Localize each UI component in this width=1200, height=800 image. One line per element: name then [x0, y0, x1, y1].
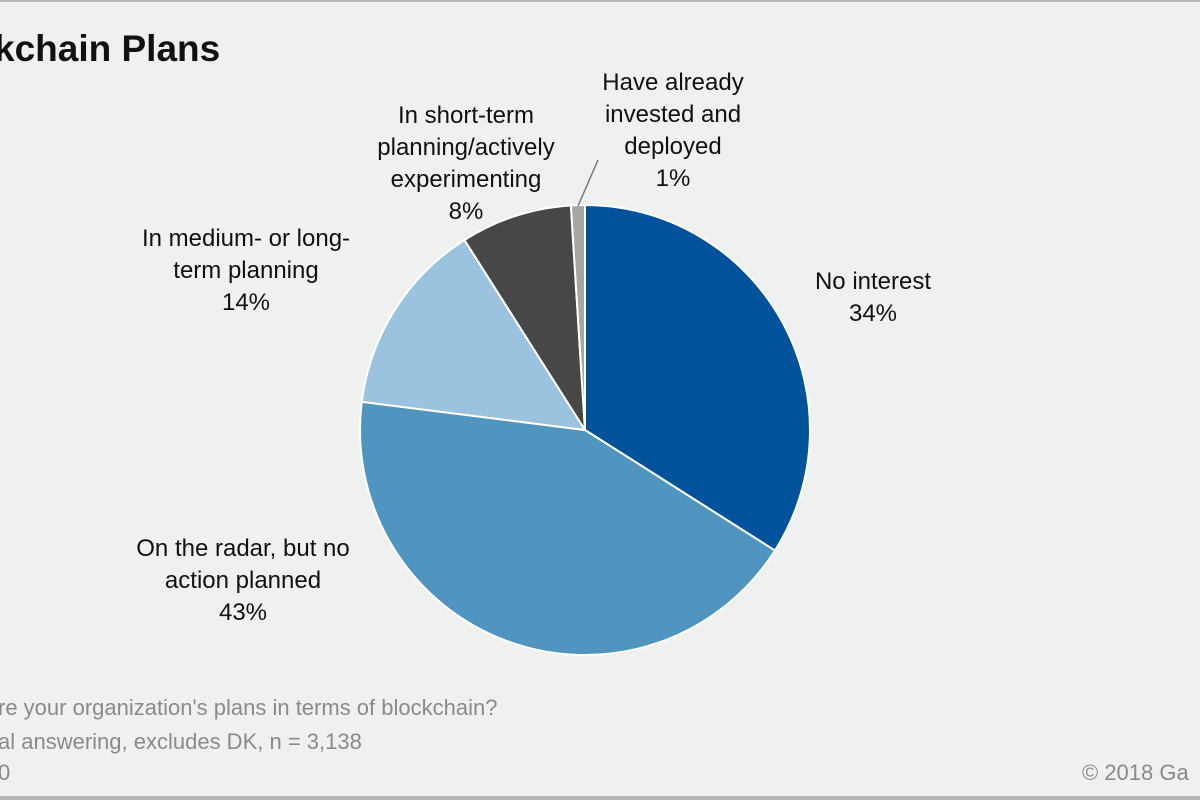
slice-label-deployed: Have already invested and deployed 1%	[602, 67, 743, 195]
label-line: On the radar, but no	[136, 535, 350, 562]
footnote-base: al answering, excludes DK, n = 3,138	[0, 729, 362, 754]
chart-title: kchain Plans	[0, 28, 221, 69]
slice-label-on-radar: On the radar, but no action planned 43%	[136, 533, 349, 629]
label-line: In medium- or long-	[141, 225, 351, 252]
value-label: 8%	[448, 198, 484, 225]
slice-label-medium-long-term: In medium- or long- term planning 14%	[142, 223, 350, 319]
copyright: © 2018 Ga	[1082, 760, 1189, 785]
label-line: action planned	[164, 567, 322, 594]
value-label: 1%	[655, 165, 691, 192]
pie-slice-0	[584, 203, 811, 552]
pie-slice-3	[463, 204, 586, 431]
pie-slice-2	[360, 238, 587, 432]
label-line: No interest	[814, 268, 932, 295]
top-border	[0, 0, 1200, 2]
slice-label-no-interest: No interest 34%	[815, 266, 931, 330]
label-line: experimenting	[390, 166, 542, 193]
label-line: Have already	[602, 69, 744, 96]
value-label: 34%	[848, 300, 898, 327]
label-line: In short-term	[397, 102, 535, 129]
label-line: planning/actively	[377, 134, 555, 161]
label-line: term planning	[173, 257, 319, 284]
bottom-border	[0, 796, 1200, 800]
label-line: invested and	[604, 101, 742, 128]
value-label: 14%	[221, 289, 271, 316]
footnote-question: re your organization's plans in terms of…	[0, 695, 498, 720]
leader-line-deployed	[577, 159, 599, 207]
pie-slice-1	[359, 400, 777, 656]
value-label: 43%	[218, 599, 268, 626]
slice-label-short-term: In short-term planning/actively experime…	[377, 100, 554, 228]
footnote-source: 0	[0, 760, 11, 785]
label-line: deployed	[624, 133, 722, 160]
